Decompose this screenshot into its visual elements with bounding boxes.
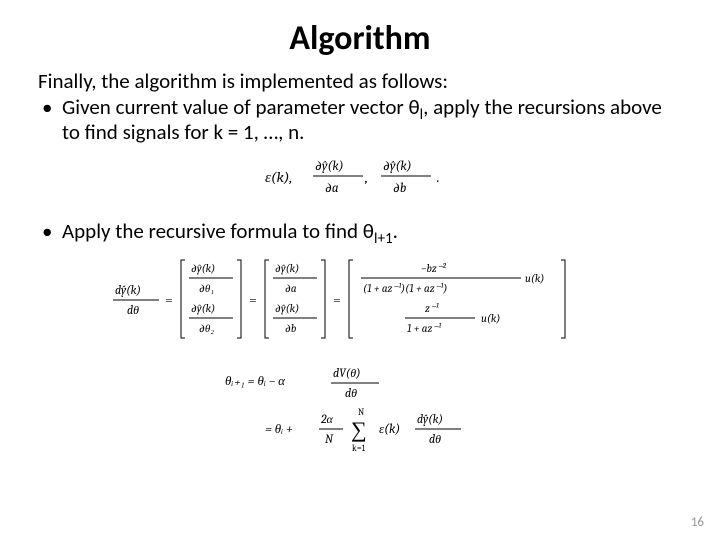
- bullet-2-pre: Apply the recursive formula to find θ: [62, 218, 374, 244]
- eq2-c2bb: ∂b: [285, 322, 297, 335]
- bullet-2-sub: l+1: [374, 230, 393, 248]
- eq3-lhs: θᵢ₊₁ = θᵢ − α: [225, 374, 286, 389]
- eq2-eq2: =: [249, 291, 257, 308]
- page-number: 16: [691, 515, 704, 530]
- eq2-c1bt: ∂ŷ(k): [191, 302, 215, 315]
- eq3-l2f2t: dŷ(k): [417, 412, 443, 426]
- eq2-c1tb: ∂θ₁: [199, 282, 214, 295]
- equation-3: θᵢ₊₁ = θᵢ − α dV(θ) dθ = θᵢ + 2α N N ∑ k…: [38, 363, 682, 460]
- eq2-c3bt: z⁻¹: [425, 302, 440, 315]
- slide: Algorithm Finally, the algorithm is impl…: [0, 0, 720, 540]
- eq2-lbracket-3: [349, 260, 353, 338]
- eq3-l2f1b: N: [325, 432, 334, 446]
- eq2-c3b-tail: u(k): [481, 312, 500, 325]
- bullet-1-pre: Given current value of parameter vector …: [62, 94, 420, 120]
- eq3-l2f2b: dθ: [429, 432, 441, 446]
- eq3-f1b: dθ: [345, 386, 357, 400]
- eq2-c2tt: ∂ŷ(k): [275, 262, 299, 275]
- eq2-c1bb: ∂θ₂: [199, 322, 214, 335]
- eq2-c3tb: (1 + az⁻¹)(1 + az⁻¹): [363, 282, 447, 295]
- eq3-sigma-icon: ∑: [351, 417, 367, 442]
- eq3-l2f1t: 2α: [320, 412, 334, 426]
- eq2-rbracket-3: [561, 260, 565, 338]
- eq2-lbracket-1: [181, 260, 185, 338]
- eq2-rbracket-2: [321, 260, 325, 338]
- eq1-period: .: [437, 168, 440, 186]
- eq2-lhs-bot: dθ: [127, 303, 139, 317]
- eq3-l2a: = θᵢ +: [265, 422, 293, 437]
- eq2-c2bt: ∂ŷ(k): [275, 302, 299, 315]
- eq1-d2-top: ∂ŷ(k): [383, 159, 412, 174]
- bullet-2: Apply the recursive formula to find θl+1…: [38, 219, 682, 245]
- eq1-epsilon: ε(k),: [265, 168, 293, 186]
- eq1-d1-top: ∂ŷ(k): [315, 159, 344, 174]
- eq2-eq1: =: [165, 291, 173, 308]
- eq2-c3tt: −bz⁻²: [421, 262, 446, 275]
- eq3-sum-bot: k=1: [352, 444, 366, 454]
- bullet-1: Given current value of parameter vector …: [38, 95, 682, 146]
- equation-2: dŷ(k) dθ = ∂ŷ(k) ∂θ₁ ∂ŷ(k) ∂θ₂ = ∂ŷ(k): [38, 254, 682, 349]
- eq2-eq3: =: [333, 291, 341, 308]
- intro-text: Finally, the algorithm is implemented as…: [38, 69, 682, 95]
- eq3-l2b: ε(k): [379, 422, 400, 437]
- eq1-comma: ,: [364, 168, 368, 186]
- eq2-lhs-top: dŷ(k): [115, 283, 141, 297]
- eq2-c1tt: ∂ŷ(k): [191, 262, 215, 275]
- eq3-f1t: dV(θ): [333, 366, 361, 380]
- eq2-c3t-tail: u(k): [525, 272, 544, 285]
- eq2-lbracket-2: [265, 260, 269, 338]
- eq2-rbracket-1: [237, 260, 241, 338]
- eq2-c2tb: ∂a: [285, 282, 297, 295]
- eq2-c3bb: 1 + az⁻¹: [407, 322, 442, 335]
- bullet-2-post: .: [393, 218, 398, 244]
- slide-title: Algorithm: [38, 18, 682, 59]
- eq1-d1-bot: ∂a: [325, 181, 339, 196]
- equation-1: ε(k), ∂ŷ(k) ∂a , ∂ŷ(k) ∂b .: [38, 156, 682, 205]
- eq1-d2-bot: ∂b: [393, 181, 406, 196]
